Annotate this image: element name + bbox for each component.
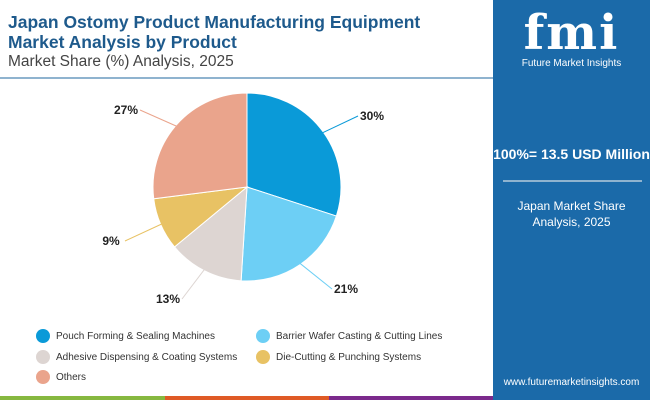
website-url: www.futuremarketinsights.com [503, 377, 640, 388]
legend-label: Die-Cutting & Punching Systems [276, 351, 422, 363]
leader-line [124, 222, 165, 242]
legend-label: Others [56, 371, 87, 383]
footer-bar-orange [165, 396, 329, 400]
data-label: 30% [360, 109, 384, 123]
legend-label: Adhesive Dispensing & Coating Systems [56, 351, 238, 363]
legend-item: Adhesive Dispensing & Coating Systems [36, 350, 237, 364]
leader-line [297, 261, 333, 290]
chart-subtitle: Market Share (%) Analysis, 2025 [8, 53, 234, 70]
legend-item: Die-Cutting & Punching Systems [256, 350, 421, 364]
legend-swatch [36, 370, 50, 384]
legend-swatch [256, 329, 270, 343]
data-label: 21% [334, 282, 358, 296]
legend-label: Pouch Forming & Sealing Machines [56, 330, 215, 342]
leader-line [139, 109, 180, 128]
pie-slice [152, 92, 248, 200]
fmi-logo: fmi Future Market Insights [493, 8, 650, 69]
divider [0, 77, 493, 79]
data-label: 13% [156, 292, 180, 306]
leader-line [181, 266, 207, 300]
footer-bar-purple [329, 396, 493, 400]
footer-bar-green [0, 396, 165, 400]
pie-slice [246, 92, 342, 217]
data-label: 9% [102, 234, 120, 248]
leader-line [319, 115, 359, 135]
data-label: 27% [114, 103, 138, 117]
legend-swatch [36, 329, 50, 343]
legend-item: Others [36, 370, 86, 384]
panel-subtitle: Japan Market Share Analysis, 2025 [517, 199, 626, 229]
legend-item: Barrier Wafer Casting & Cutting Lines [256, 329, 442, 343]
logo-mark: fmi [523, 5, 620, 61]
legend-item: Pouch Forming & Sealing Machines [36, 329, 215, 343]
pie-slice [173, 185, 248, 282]
pie-slice [240, 186, 338, 282]
logo-subtext: Future Market Insights [521, 58, 622, 69]
legend-swatch [256, 350, 270, 364]
chart-title: Japan Ostomy Product Manufacturing Equip… [8, 12, 421, 52]
market-total: 100%= 13.5 USD Million [493, 146, 650, 162]
pie-chart: 30% 21% 13% 9% 27% [102, 92, 384, 306]
legend-swatch [36, 350, 50, 364]
panel-divider [503, 180, 642, 182]
legend-label: Barrier Wafer Casting & Cutting Lines [276, 330, 443, 342]
info-panel: fmi Future Market Insights 100%= 13.5 US… [493, 0, 650, 400]
